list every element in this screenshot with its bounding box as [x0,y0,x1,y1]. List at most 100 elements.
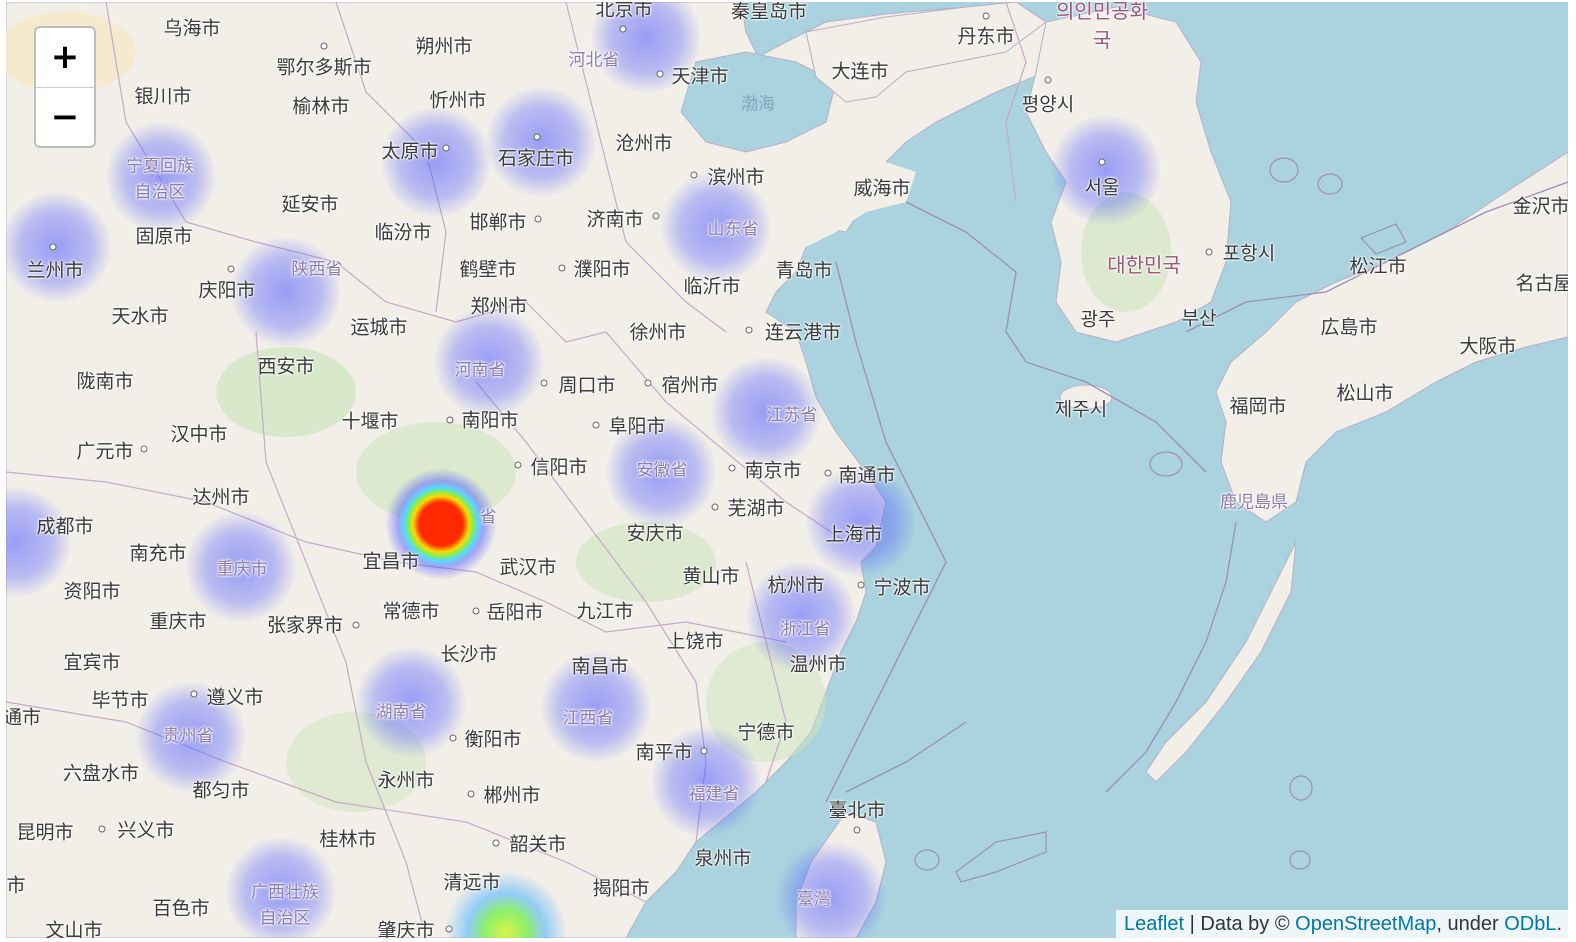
zoom-out-button[interactable]: − [36,87,94,147]
city-label: 临沂市 [683,275,741,298]
forest-6 [1081,192,1171,312]
region-label: 陕西省 [291,259,343,280]
city-label: 제주시 [1054,398,1108,421]
city-dot [1044,76,1052,84]
city-label: 大阪市 [1459,335,1517,358]
leaflet-link[interactable]: Leaflet [1124,913,1185,935]
city-label: 宜宾市 [63,651,121,674]
city-label: 泉州市 [694,847,752,870]
city-label: 朔州市 [415,35,473,58]
city-label: 昆明市 [16,821,74,844]
city-label: 青岛市 [775,259,833,282]
region-label: 臺灣 [797,889,831,910]
city-label: 金沢市 [1512,195,1568,218]
region-label: 福建省 [688,784,740,805]
city-label: 温州市 [789,653,847,676]
maritime-boundaries [825,181,1568,803]
city-label: 毕节市 [91,689,149,712]
city-label: 포항시 [1222,242,1276,265]
city-label: 上海市 [825,523,883,546]
attribution-sep: | Data by © [1184,913,1296,935]
region-label: 河南省 [454,360,506,381]
region-label: 鹿児島県 [1220,492,1288,513]
city-label: 秦皇岛市 [730,2,808,23]
city-label: 南京市 [744,459,802,482]
city-label: 石家庄市 [497,147,575,170]
city-label: 天水市 [111,305,169,328]
region-label: 自治区 [259,908,311,929]
city-label: 松山市 [1336,382,1394,405]
city-label: 百色市 [152,897,210,920]
city-label: 上饶市 [666,630,724,653]
city-label: 张家界市 [266,614,344,637]
city-dot [449,734,457,742]
city-label: 평양시 [1021,93,1075,116]
city-label: 陇南市 [76,370,134,393]
land-taiwan [795,811,887,938]
city-dot [824,469,832,477]
city-label: 清远市 [443,871,501,894]
city-label: 宿州市 [661,374,719,397]
city-dot [853,826,861,834]
city-label: 부산 [1181,307,1217,330]
city-dot [467,790,475,798]
city-label: 都匀市 [192,779,250,802]
city-label: 乌海市 [163,17,221,40]
city-label: 大连市 [831,60,889,83]
city-label: 沧州市 [615,132,673,155]
land-liaodong [805,2,1047,103]
city-label: 南昌市 [571,655,629,678]
city-dot [1098,158,1106,166]
city-label: 滨州市 [707,166,765,189]
city-label: 杭州市 [767,574,825,597]
city-label: 庆阳市 [198,279,256,302]
city-dot [190,690,198,698]
city-label: 宜昌市 [362,550,420,573]
city-label: 宁德市 [737,721,795,744]
country-label: 의인민공화 [1056,2,1148,23]
city-dot [700,747,708,755]
city-label: 常德市 [382,600,440,623]
city-label: 九江市 [576,600,634,623]
region-label: 宁夏回族 [126,156,194,177]
zoom-in-button[interactable]: + [50,37,80,77]
city-label: 通市 [6,706,42,729]
region-label: 贵州省 [162,726,214,747]
city-label: 광주 [1080,308,1116,331]
city-dot [49,243,57,251]
city-dot [445,925,453,933]
odbl-link[interactable]: ODbL [1504,913,1557,935]
city-label: 衡阳市 [464,728,522,751]
region-label: 自治区 [134,182,186,203]
city-label: 安庆市 [626,522,684,545]
city-label: 文山市 [45,919,103,938]
city-label: 서울 [1084,176,1120,199]
city-label: 忻州市 [429,89,487,112]
sea-bohai [680,51,837,153]
city-label: 固原市 [135,225,193,248]
city-label: 臺北市 [828,799,886,822]
city-label: 名古屋 [1515,272,1568,295]
city-label: 松江市 [1349,255,1407,278]
region-label: 江苏省 [766,405,818,426]
city-dot [652,212,660,220]
land-ryukyu [1145,541,1297,783]
city-label: 重庆市 [149,610,207,633]
city-dot [656,70,664,78]
city-label: 延安市 [281,193,339,216]
city-label: 桂林市 [319,828,377,851]
city-dot [320,42,328,50]
city-label: 十堰市 [341,410,399,433]
osm-link[interactable]: OpenStreetMap [1295,913,1437,935]
city-label: 徐州市 [629,321,687,344]
region-label: 安徽省 [636,460,688,481]
city-label: 福岡市 [1229,395,1287,418]
city-label: 宁波市 [873,576,931,599]
region-label: 省 [479,507,497,528]
city-dot [644,379,652,387]
city-label: 西安市 [257,355,315,378]
city-label: 周口市 [558,374,616,397]
map-container[interactable]: 乌海市 鄂尔多斯市 朔州市 北京市 秦皇岛市 丹东市 银川市 榆林市 忻州市 天… [6,2,1568,938]
city-label: 市 [6,874,26,897]
city-dot [540,379,548,387]
